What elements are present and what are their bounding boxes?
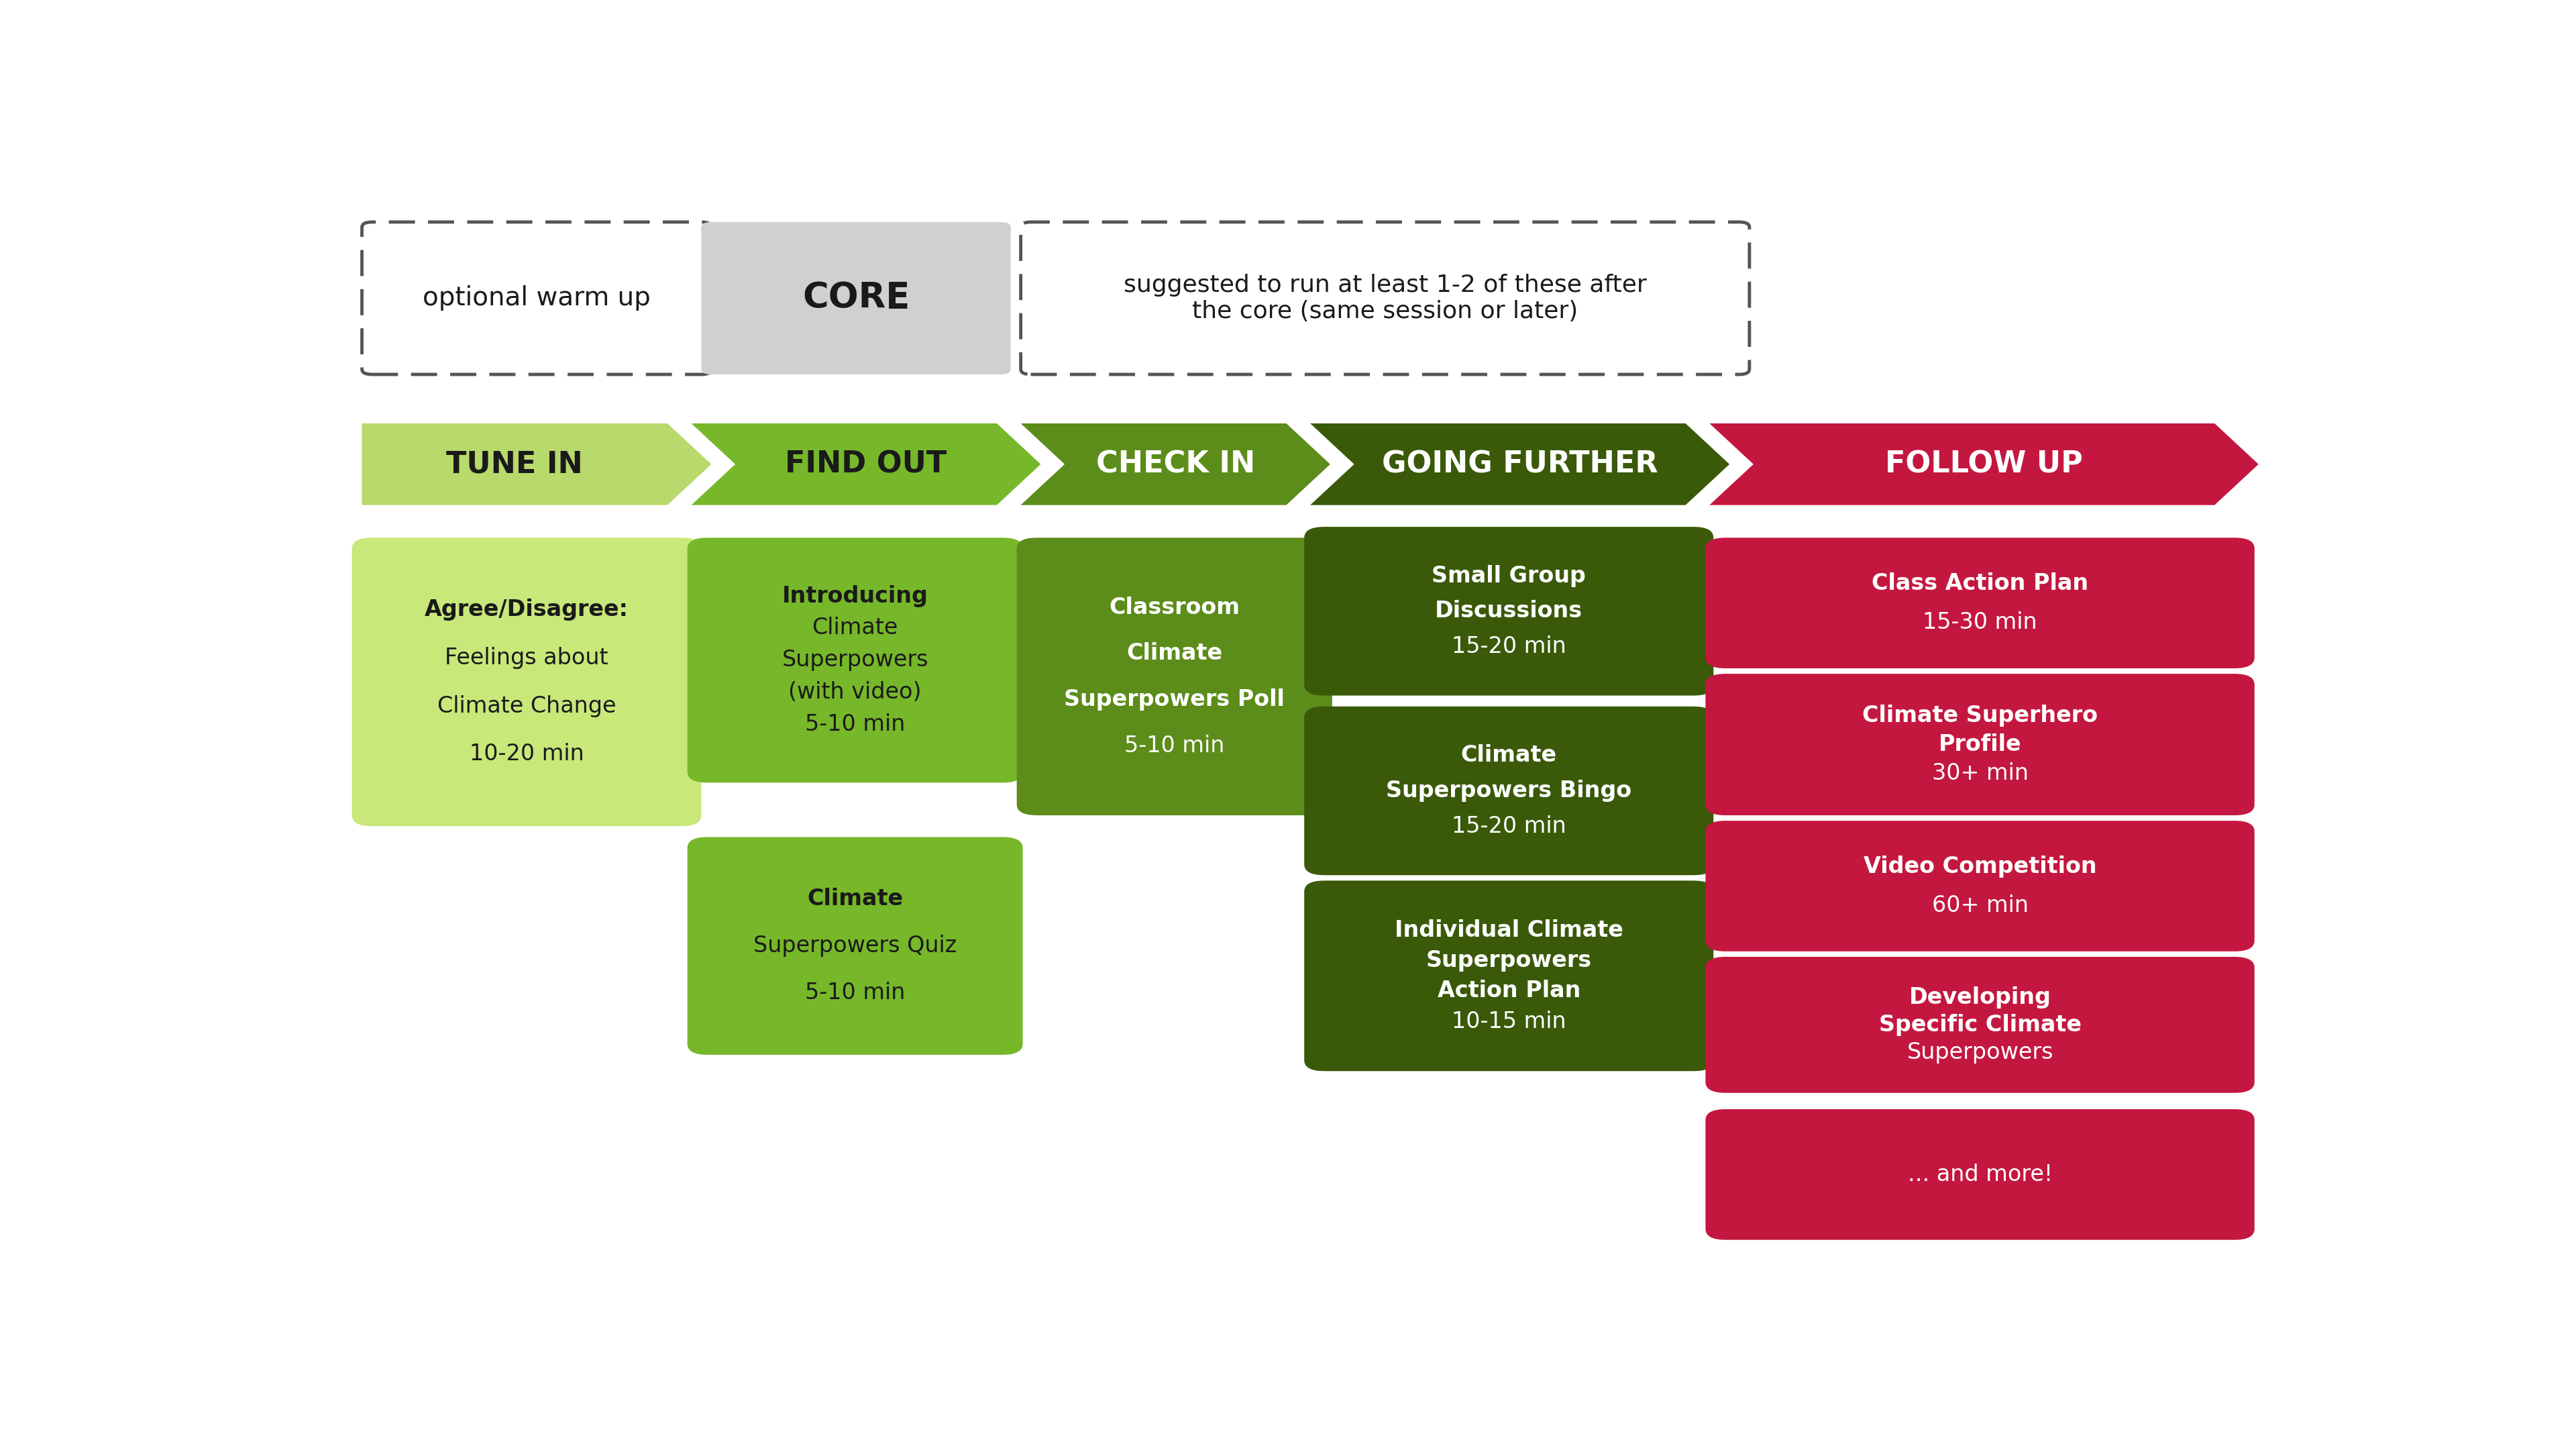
FancyBboxPatch shape — [361, 222, 711, 375]
Text: Superpowers Quiz: Superpowers Quiz — [752, 934, 956, 957]
Polygon shape — [361, 424, 711, 505]
Text: Video Competition: Video Competition — [1862, 855, 2097, 878]
Text: CHECK IN: CHECK IN — [1095, 450, 1255, 479]
Text: Superpowers: Superpowers — [1427, 950, 1592, 972]
Polygon shape — [1710, 424, 2259, 505]
Text: Feelings about: Feelings about — [446, 647, 608, 669]
FancyBboxPatch shape — [1705, 820, 2254, 952]
Text: Specific Climate: Specific Climate — [1878, 1014, 2081, 1035]
FancyBboxPatch shape — [1303, 526, 1713, 695]
Text: (with video): (with video) — [788, 681, 922, 704]
Text: 15-30 min: 15-30 min — [1922, 611, 2038, 633]
Polygon shape — [1020, 424, 1329, 505]
Text: TUNE IN: TUNE IN — [446, 450, 582, 479]
Text: 10-20 min: 10-20 min — [469, 743, 585, 766]
Text: Classroom: Classroom — [1110, 597, 1239, 619]
FancyBboxPatch shape — [1303, 881, 1713, 1071]
Text: Profile: Profile — [1940, 734, 2022, 756]
Text: Climate Superhero: Climate Superhero — [1862, 705, 2097, 727]
Text: 60+ min: 60+ min — [1932, 894, 2027, 917]
Text: Individual Climate: Individual Climate — [1394, 919, 1623, 942]
Text: Class Action Plan: Class Action Plan — [1873, 572, 2089, 594]
Text: 5-10 min: 5-10 min — [804, 982, 904, 1004]
FancyBboxPatch shape — [1705, 673, 2254, 815]
Text: 10-15 min: 10-15 min — [1453, 1011, 1566, 1032]
Text: Climate: Climate — [1126, 642, 1224, 665]
FancyBboxPatch shape — [1303, 707, 1713, 875]
Text: FIND OUT: FIND OUT — [786, 450, 948, 479]
Text: Action Plan: Action Plan — [1437, 981, 1582, 1002]
Text: ... and more!: ... and more! — [1906, 1164, 2053, 1185]
Text: Climate: Climate — [1461, 744, 1556, 767]
Text: 5-10 min: 5-10 min — [804, 714, 904, 735]
FancyBboxPatch shape — [1705, 1109, 2254, 1240]
Text: Climate: Climate — [806, 888, 904, 910]
Text: GOING FURTHER: GOING FURTHER — [1381, 450, 1659, 479]
Text: CORE: CORE — [801, 281, 909, 316]
FancyBboxPatch shape — [353, 538, 701, 826]
Text: 30+ min: 30+ min — [1932, 763, 2027, 784]
Text: Introducing: Introducing — [783, 585, 927, 607]
Text: Developing: Developing — [1909, 986, 2050, 1008]
FancyBboxPatch shape — [1705, 957, 2254, 1093]
FancyBboxPatch shape — [1018, 538, 1332, 815]
Text: Superpowers Poll: Superpowers Poll — [1064, 688, 1285, 711]
Text: 15-20 min: 15-20 min — [1453, 815, 1566, 838]
Text: 5-10 min: 5-10 min — [1123, 734, 1224, 757]
Text: Climate: Climate — [811, 617, 899, 639]
Text: optional warm up: optional warm up — [422, 286, 652, 311]
Polygon shape — [1311, 424, 1728, 505]
Text: Agree/Disagree:: Agree/Disagree: — [425, 598, 629, 622]
Text: FOLLOW UP: FOLLOW UP — [1886, 450, 2084, 479]
Text: Superpowers Bingo: Superpowers Bingo — [1386, 780, 1631, 802]
FancyBboxPatch shape — [1705, 538, 2254, 668]
Text: Superpowers: Superpowers — [781, 649, 927, 671]
Text: Superpowers: Superpowers — [1906, 1041, 2053, 1063]
FancyBboxPatch shape — [688, 836, 1023, 1054]
FancyBboxPatch shape — [688, 538, 1023, 783]
Text: Small Group: Small Group — [1432, 565, 1587, 587]
Text: 15-20 min: 15-20 min — [1453, 636, 1566, 658]
Text: Climate Change: Climate Change — [438, 695, 616, 717]
Text: Discussions: Discussions — [1435, 600, 1582, 623]
FancyBboxPatch shape — [701, 222, 1010, 375]
Polygon shape — [690, 424, 1041, 505]
FancyBboxPatch shape — [1020, 222, 1749, 375]
Text: suggested to run at least 1-2 of these after
the core (same session or later): suggested to run at least 1-2 of these a… — [1123, 274, 1646, 323]
